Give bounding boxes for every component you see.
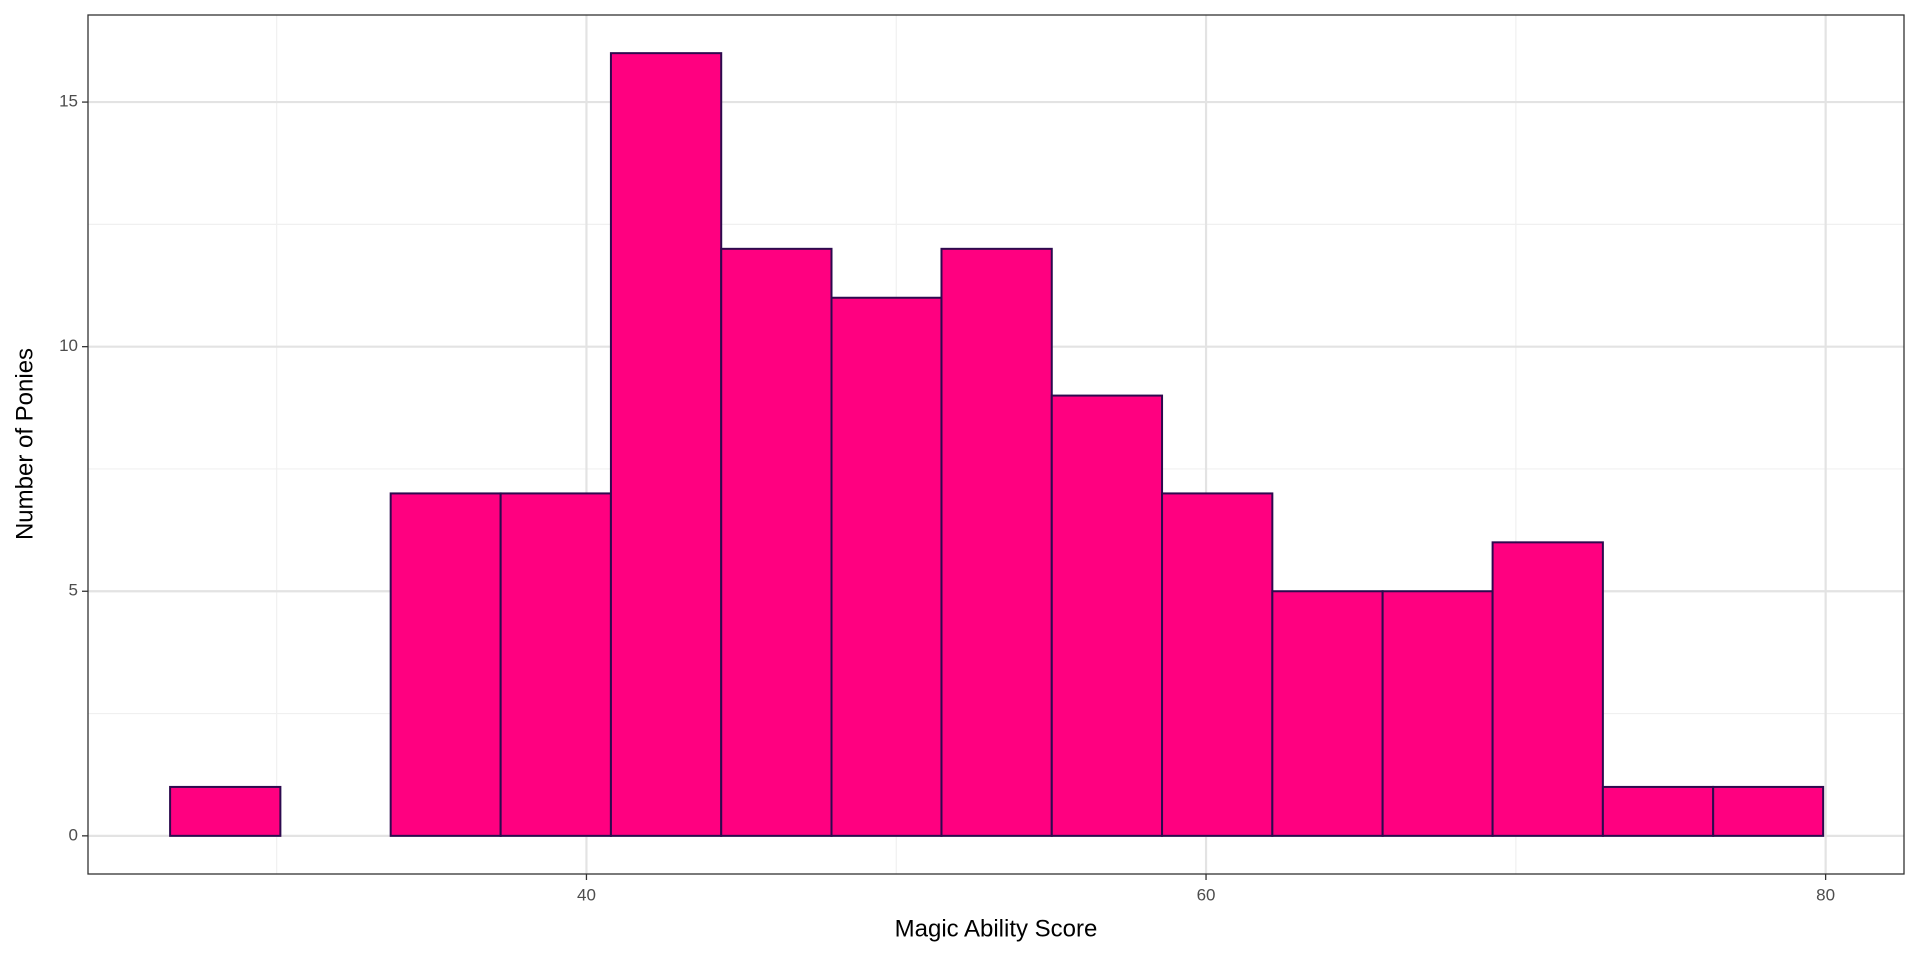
y-axis-title: Number of Ponies [11,348,38,540]
bar [1491,541,1604,837]
x-tick-label: 60 [1197,885,1216,904]
bar [169,785,282,837]
bar [1271,590,1384,837]
y-tick-label: 10 [59,336,78,355]
y-tick-label: 15 [59,92,78,111]
x-tick-label: 40 [577,885,596,904]
y-tick-label: 0 [69,825,78,844]
bar [940,247,1053,837]
bar [720,247,833,837]
bar [389,492,502,837]
bar [1601,785,1715,837]
bar [830,296,943,837]
bar [1161,492,1274,837]
bar [1381,590,1494,837]
y-tick-label: 5 [69,581,78,600]
bar [499,492,612,837]
x-tick-label: 80 [1816,885,1835,904]
panel-border [87,14,1905,875]
x-axis-title: Magic Ability Score [895,915,1098,942]
bar [609,52,723,837]
bar [1050,394,1164,837]
bar [1712,785,1825,837]
